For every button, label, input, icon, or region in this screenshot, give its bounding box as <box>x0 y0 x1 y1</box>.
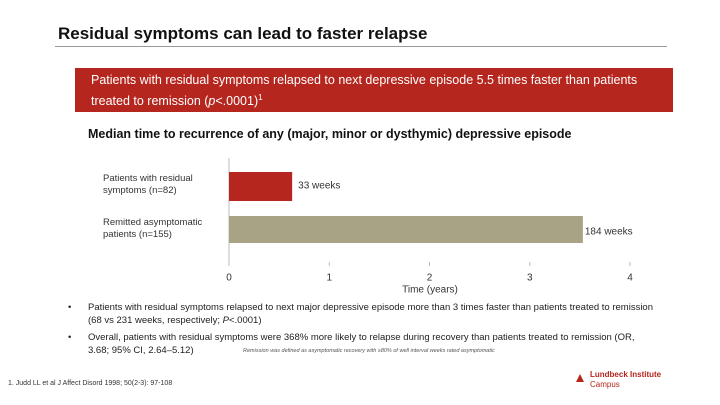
bar <box>229 216 583 243</box>
bullet-text: <.0001) <box>229 315 262 326</box>
bullet-text: Patients with residual symptoms relapsed… <box>88 302 653 326</box>
bullet-p: P <box>222 315 229 326</box>
x-tick-label: 2 <box>427 273 433 284</box>
bullet: • Patients with residual symptoms relapse… <box>68 302 653 326</box>
x-tick-label: 0 <box>226 273 232 284</box>
chart: 0 1 2 3 4 Time (years) 33 weeks 184 weeks <box>226 158 633 296</box>
callout-ref: 1 <box>258 93 263 102</box>
footnote: Remission was defined as asymptomatic re… <box>243 348 495 354</box>
value-label: 184 weeks <box>585 227 633 238</box>
logo-line: Campus <box>590 380 620 389</box>
slide-title: Residual symptoms can lead to faster rel… <box>58 24 428 43</box>
reference: 1. Judd LL et al J Affect Disord 1998; 5… <box>8 380 173 387</box>
x-tick-label: 4 <box>627 273 633 284</box>
bullet-text: Overall, patients with residual symptoms… <box>88 332 635 356</box>
logo-mark <box>576 374 584 382</box>
category-label: Patients with residual symptoms (n=82) <box>103 173 193 196</box>
callout-text: <.0001) <box>215 94 259 109</box>
x-axis-label: Time (years) <box>402 285 458 296</box>
callout-text: Patients with residual symptoms relapsed… <box>91 73 638 109</box>
callout-p: p <box>208 94 216 109</box>
bullet: • Overall, patients with residual symptom… <box>68 331 658 357</box>
title-rule <box>55 46 667 47</box>
category-label: Remitted asymptomatic patients (n=155) <box>103 217 203 240</box>
chart-title: Median time to recurrence of any (major,… <box>88 127 572 141</box>
bullets: • Patients with residual symptoms relapse… <box>68 301 658 357</box>
value-label: 33 weeks <box>298 181 340 192</box>
bar <box>229 172 293 201</box>
logo: Lundbeck Institute Campus <box>576 370 662 390</box>
callout: Patients with residual symptoms relapsed… <box>75 68 673 112</box>
x-tick-label: 3 <box>527 273 533 284</box>
logo-line: Lundbeck Institute <box>590 370 662 379</box>
x-tick-label: 1 <box>326 273 332 284</box>
